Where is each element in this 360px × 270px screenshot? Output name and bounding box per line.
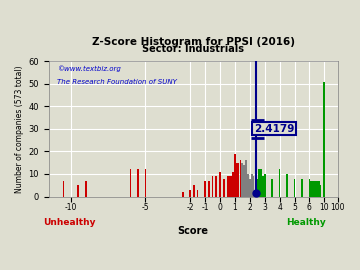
Bar — [314, 181, 316, 197]
Text: Sector: Industrials: Sector: Industrials — [142, 44, 244, 54]
Bar — [219, 172, 221, 197]
Bar — [145, 170, 146, 197]
Bar — [223, 178, 225, 197]
Text: The Research Foundation of SUNY: The Research Foundation of SUNY — [57, 79, 177, 85]
Bar — [253, 176, 255, 197]
Bar — [242, 163, 243, 197]
Bar — [260, 170, 262, 197]
Bar — [318, 181, 320, 197]
Text: 2.4179: 2.4179 — [254, 124, 294, 134]
Bar — [249, 178, 251, 197]
Text: Healthy: Healthy — [286, 218, 325, 227]
Bar — [310, 181, 312, 197]
Bar — [212, 176, 213, 197]
Bar — [236, 163, 238, 197]
Bar — [251, 174, 252, 197]
Bar — [309, 178, 310, 197]
Bar — [312, 181, 314, 197]
Text: ©www.textbiz.org: ©www.textbiz.org — [57, 65, 121, 72]
Bar — [294, 178, 295, 197]
Bar — [215, 176, 217, 197]
Bar — [240, 160, 241, 197]
Bar — [256, 178, 258, 197]
Bar — [245, 160, 247, 197]
Bar — [230, 176, 232, 197]
Bar — [279, 170, 280, 197]
Bar — [63, 181, 64, 197]
Bar — [182, 192, 184, 197]
Bar — [197, 190, 198, 197]
Bar — [247, 174, 249, 197]
Bar — [262, 176, 264, 197]
Bar — [316, 181, 318, 197]
Bar — [130, 170, 131, 197]
Bar — [189, 190, 191, 197]
Bar — [226, 176, 228, 197]
Bar — [238, 163, 239, 197]
X-axis label: Score: Score — [178, 226, 209, 236]
Text: Unhealthy: Unhealthy — [43, 218, 95, 227]
Bar — [320, 185, 321, 197]
Y-axis label: Number of companies (573 total): Number of companies (573 total) — [15, 65, 24, 193]
Bar — [137, 170, 139, 197]
Bar — [301, 178, 303, 197]
Bar — [286, 174, 288, 197]
Bar — [264, 174, 266, 197]
Title: Z-Score Histogram for PPSI (2016): Z-Score Histogram for PPSI (2016) — [92, 37, 295, 47]
Bar — [77, 185, 79, 197]
Bar — [204, 181, 206, 197]
Bar — [255, 176, 256, 197]
Bar — [258, 170, 260, 197]
Bar — [193, 185, 195, 197]
Bar — [85, 181, 87, 197]
Bar — [229, 176, 230, 197]
Bar — [271, 178, 273, 197]
Bar — [324, 192, 325, 197]
Bar — [243, 165, 245, 197]
Bar — [234, 154, 236, 197]
Bar — [324, 127, 325, 197]
Bar — [324, 82, 325, 197]
Bar — [232, 172, 234, 197]
Bar — [208, 181, 210, 197]
